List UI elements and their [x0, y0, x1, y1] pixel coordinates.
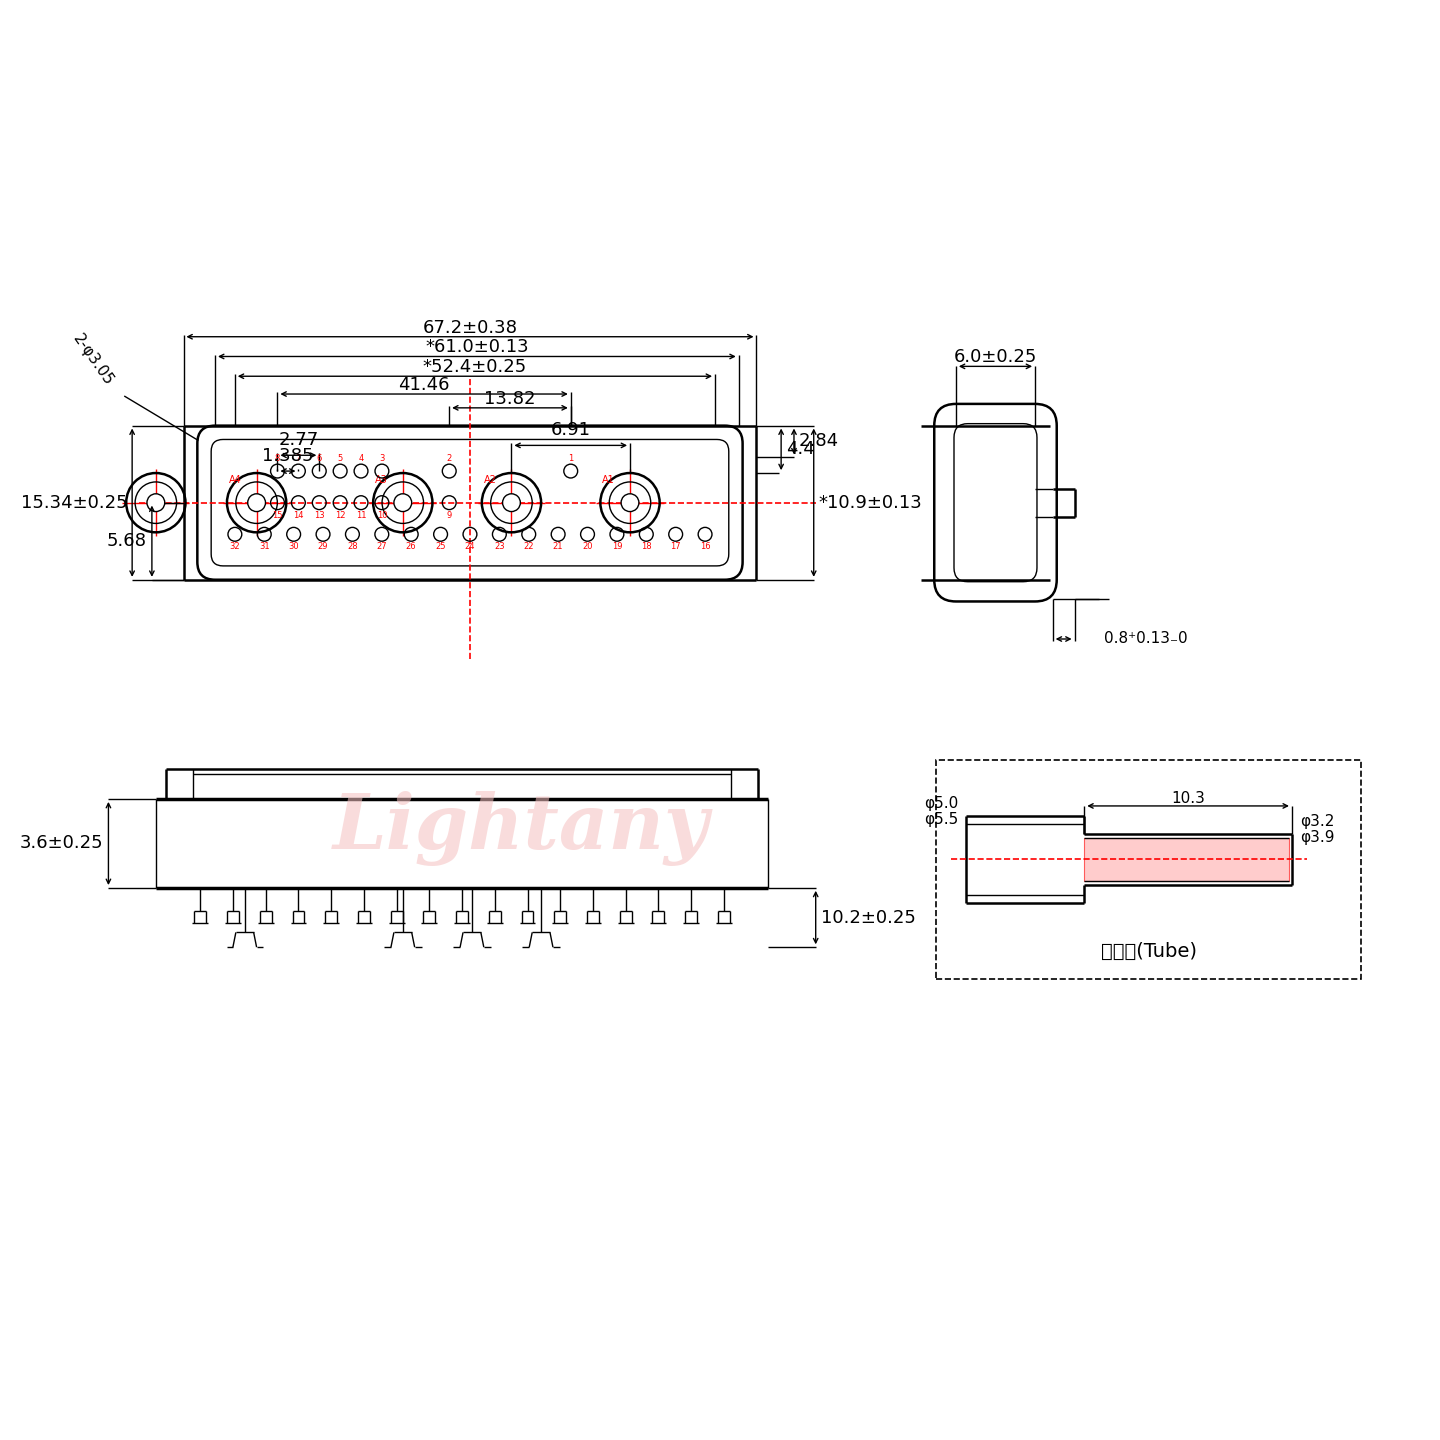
Text: 30: 30 [288, 543, 300, 552]
Text: 25: 25 [435, 543, 446, 552]
Text: Lightany: Lightany [333, 791, 710, 865]
Text: 13: 13 [314, 511, 324, 520]
Text: φ3.2: φ3.2 [1300, 814, 1333, 829]
Text: φ5.5: φ5.5 [923, 812, 958, 827]
Circle shape [621, 494, 639, 511]
Text: 6: 6 [317, 454, 323, 464]
Text: 28: 28 [347, 543, 357, 552]
Text: 8: 8 [275, 454, 281, 464]
Text: 5: 5 [337, 454, 343, 464]
Text: 5.68: 5.68 [107, 533, 147, 550]
Text: 9: 9 [446, 511, 452, 520]
Text: φ5.0: φ5.0 [923, 796, 958, 812]
Text: 4.4: 4.4 [786, 441, 815, 458]
Text: 32: 32 [229, 543, 240, 552]
Text: 10: 10 [377, 511, 387, 520]
Text: 10.2±0.25: 10.2±0.25 [821, 909, 916, 926]
Text: 0.8⁺0.13₋0: 0.8⁺0.13₋0 [1104, 632, 1188, 647]
Text: 14: 14 [294, 511, 304, 520]
Text: 6.91: 6.91 [550, 422, 590, 439]
Text: 6.0±0.25: 6.0±0.25 [953, 348, 1037, 366]
Circle shape [503, 494, 520, 511]
Text: 2.77: 2.77 [278, 432, 318, 449]
Text: 15.34±0.25: 15.34±0.25 [20, 494, 127, 511]
Text: 2.84: 2.84 [799, 432, 840, 451]
Text: A3: A3 [376, 475, 387, 485]
Text: *61.0±0.13: *61.0±0.13 [425, 338, 528, 357]
Text: 21: 21 [553, 543, 563, 552]
Text: φ3.9: φ3.9 [1300, 829, 1335, 845]
Text: 27: 27 [376, 543, 387, 552]
Text: 3: 3 [379, 454, 384, 464]
Text: 16: 16 [700, 543, 710, 552]
Text: 15: 15 [272, 511, 282, 520]
Text: 7: 7 [295, 454, 301, 464]
Text: *10.9±0.13: *10.9±0.13 [819, 494, 923, 511]
Text: 3.6±0.25: 3.6±0.25 [20, 834, 104, 852]
Circle shape [147, 494, 164, 511]
Polygon shape [1084, 838, 1289, 881]
Text: 屏蔽管(Tube): 屏蔽管(Tube) [1100, 942, 1197, 960]
Text: 41.46: 41.46 [399, 376, 449, 395]
Text: 12: 12 [336, 511, 346, 520]
Circle shape [248, 494, 265, 511]
Text: 1: 1 [569, 454, 573, 464]
Text: 13.82: 13.82 [484, 390, 536, 408]
Text: A4: A4 [229, 475, 242, 485]
Text: 11: 11 [356, 511, 366, 520]
Text: 26: 26 [406, 543, 416, 552]
Text: 24: 24 [465, 543, 475, 552]
Text: 67.2±0.38: 67.2±0.38 [422, 318, 517, 337]
Text: 17: 17 [671, 543, 681, 552]
Text: 31: 31 [259, 543, 269, 552]
Text: 22: 22 [524, 543, 534, 552]
Text: 20: 20 [582, 543, 593, 552]
Text: 2-φ3.05: 2-φ3.05 [71, 331, 117, 389]
Text: 19: 19 [612, 543, 622, 552]
Text: 23: 23 [494, 543, 504, 552]
Text: *52.4±0.25: *52.4±0.25 [423, 359, 527, 376]
Text: 1.385: 1.385 [262, 448, 314, 465]
Text: 29: 29 [318, 543, 328, 552]
Text: 10.3: 10.3 [1171, 791, 1205, 806]
Text: A1: A1 [602, 475, 615, 485]
FancyBboxPatch shape [935, 403, 1057, 602]
Text: 4: 4 [359, 454, 364, 464]
Circle shape [395, 494, 412, 511]
Text: 18: 18 [641, 543, 652, 552]
Text: 2: 2 [446, 454, 452, 464]
Text: A2: A2 [484, 475, 497, 485]
